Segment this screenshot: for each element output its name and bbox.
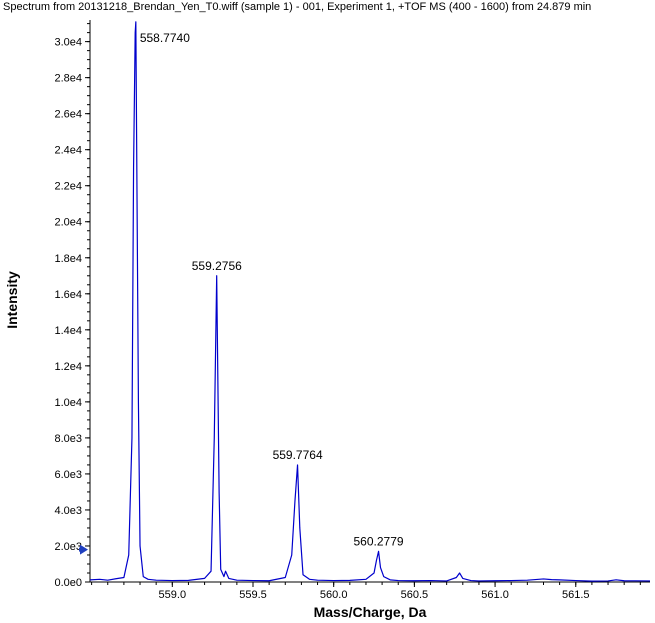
peak-label: 559.2756 [192,259,242,273]
spectrum-line [89,21,651,582]
y-tick-label: 3.0e4 [54,37,82,49]
y-axis-title: Intensity [4,271,20,329]
peak-label: 559.7764 [273,448,323,462]
y-tick-label: 1.6e4 [54,289,82,301]
x-tick-label: 559.0 [159,589,187,601]
y-tick-label: 1.0e4 [54,397,82,409]
y-marker-arrow [80,544,88,555]
y-tick-label: 1.4e4 [54,325,82,337]
peak-label: 558.7740 [140,31,190,45]
x-tick-label: 560.5 [401,589,429,601]
peak-label: 560.2779 [354,534,404,548]
axes [89,20,650,583]
x-tick-label: 561.0 [481,589,509,601]
y-tick-label: 2.0e4 [54,217,82,229]
y-tick-label: 1.8e4 [54,253,82,265]
y-tick-label: 0.0e0 [54,577,82,589]
x-axis: 559.0 559.5 560.0 560.5 561.0 561.5 [91,582,641,601]
y-tick-label: 4.0e3 [54,505,82,517]
y-tick-label: 2.4e4 [54,145,82,157]
y-marker-stem [79,547,83,552]
peak-labels: 558.7740 559.2756 559.7764 560.2779 [140,31,404,549]
y-tick-label: 1.2e4 [54,361,82,373]
y-tick-label: 6.0e3 [54,469,82,481]
chart-title: Spectrum from 20131218_Brendan_Yen_T0.wi… [3,1,592,13]
x-axis-title: Mass/Charge, Da [314,604,427,620]
y-tick-label: 2.0e3 [54,541,82,553]
y-tick-label: 2.8e4 [54,73,82,85]
y-tick-label: 8.0e3 [54,433,82,445]
series-layer [89,21,651,582]
x-tick-label: 561.5 [562,589,590,601]
x-tick-label: 559.5 [239,589,267,601]
y-axis: 0.0e0 2.0e3 4.0e3 6.0e3 8.0e3 1.0e4 1.2e4 1.4e4… [54,23,90,589]
x-tick-label: 560.0 [320,589,348,601]
y-tick-label: 2.6e4 [54,109,82,121]
y-tick-label: 2.2e4 [54,181,82,193]
